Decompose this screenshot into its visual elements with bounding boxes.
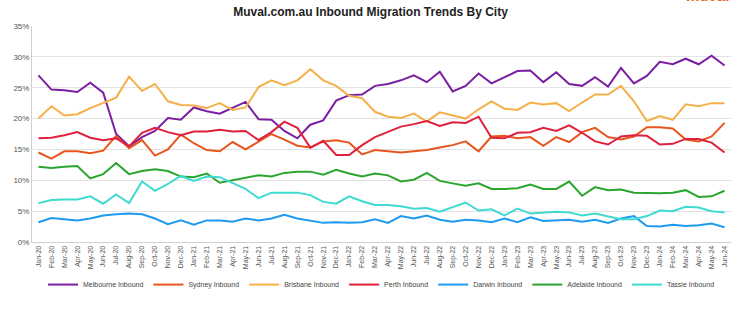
svg-text:Melbourne Inbound: Melbourne Inbound	[83, 281, 143, 288]
svg-text:muval: muval	[686, 0, 729, 4]
svg-text:Oct-22: Oct-22	[462, 246, 469, 267]
svg-text:Feb-22: Feb-22	[358, 246, 365, 268]
svg-text:Apr-21: Apr-21	[229, 246, 237, 267]
svg-text:Feb-21: Feb-21	[203, 246, 210, 268]
svg-text:May-20: May-20	[87, 246, 95, 269]
svg-text:Jun-21: Jun-21	[255, 246, 262, 268]
svg-text:Jun-24: Jun-24	[721, 246, 728, 268]
svg-text:Feb-20: Feb-20	[48, 246, 55, 268]
svg-text:Sep-22: Sep-22	[449, 246, 457, 269]
svg-text:Sep-21: Sep-21	[294, 246, 302, 269]
svg-text:Dec-23: Dec-23	[643, 246, 650, 269]
svg-text:May-23: May-23	[553, 246, 561, 269]
svg-text:May-21: May-21	[242, 246, 250, 269]
svg-text:Mar-20: Mar-20	[61, 246, 68, 268]
svg-text:Jun-22: Jun-22	[410, 246, 417, 268]
svg-text:Nov-21: Nov-21	[320, 246, 327, 269]
svg-text:Oct-21: Oct-21	[307, 246, 314, 267]
svg-text:Oct-20: Oct-20	[151, 246, 158, 267]
svg-text:Jan-22: Jan-22	[345, 246, 352, 268]
svg-text:Apr-20: Apr-20	[74, 246, 82, 267]
svg-text:Nov-20: Nov-20	[164, 246, 171, 269]
svg-text:Apr-22: Apr-22	[384, 246, 392, 267]
svg-text:25%: 25%	[13, 84, 29, 93]
svg-text:Jul-21: Jul-21	[268, 246, 275, 265]
svg-text:Apr-24: Apr-24	[695, 246, 703, 267]
svg-text:Jul-23: Jul-23	[578, 246, 585, 265]
svg-text:Dec-20: Dec-20	[177, 246, 184, 269]
svg-text:Sydney Inbound: Sydney Inbound	[188, 281, 239, 289]
svg-text:Perth Inbound: Perth Inbound	[384, 281, 428, 288]
svg-text:Tassie Inbound: Tassie Inbound	[667, 281, 714, 288]
svg-text:Aug-22: Aug-22	[436, 246, 444, 269]
svg-text:Jul-22: Jul-22	[423, 246, 430, 265]
svg-text:15%: 15%	[13, 145, 29, 154]
svg-text:Adelaide Inbound: Adelaide Inbound	[567, 281, 622, 288]
svg-text:10%: 10%	[13, 176, 29, 185]
svg-text:30%: 30%	[13, 53, 29, 62]
svg-text:Nov-22: Nov-22	[475, 246, 482, 269]
svg-text:Jun-23: Jun-23	[565, 246, 572, 268]
svg-text:Apr-23: Apr-23	[540, 246, 548, 267]
svg-text:Aug-23: Aug-23	[591, 246, 599, 269]
svg-text:Mar-21: Mar-21	[216, 246, 223, 268]
svg-text:Jan-24: Jan-24	[656, 246, 663, 268]
svg-text:Sep-20: Sep-20	[138, 246, 146, 269]
svg-text:Jun-20: Jun-20	[99, 246, 106, 268]
svg-text:Nov-23: Nov-23	[630, 246, 637, 269]
svg-text:35%: 35%	[13, 22, 29, 31]
svg-text:Aug-20: Aug-20	[125, 246, 133, 269]
svg-text:0%: 0%	[18, 238, 30, 247]
svg-text:Brisbane Inbound: Brisbane Inbound	[284, 281, 339, 288]
svg-text:Jul-20: Jul-20	[112, 246, 119, 265]
svg-text:Jan-20: Jan-20	[35, 246, 42, 268]
svg-text:Mar-24: Mar-24	[682, 246, 689, 268]
svg-text:Darwin Inbound: Darwin Inbound	[473, 281, 522, 288]
svg-text:Dec-21: Dec-21	[332, 246, 339, 269]
svg-text:Jan-21: Jan-21	[190, 246, 197, 268]
svg-text:May-22: May-22	[397, 246, 405, 269]
svg-text:Aug-21: Aug-21	[281, 246, 289, 269]
svg-text:Oct-23: Oct-23	[617, 246, 624, 267]
svg-text:May-24: May-24	[708, 246, 716, 269]
svg-text:20%: 20%	[13, 114, 29, 123]
svg-text:Mar-22: Mar-22	[371, 246, 378, 268]
svg-text:Feb-23: Feb-23	[514, 246, 521, 268]
svg-text:5%: 5%	[18, 207, 30, 216]
svg-text:Jan-23: Jan-23	[501, 246, 508, 268]
svg-text:Sep-23: Sep-23	[604, 246, 612, 269]
svg-text:Dec-22: Dec-22	[488, 246, 495, 269]
svg-text:Muval.com.au Inbound Migration: Muval.com.au Inbound Migration Trends By…	[233, 5, 508, 19]
svg-text:Mar-23: Mar-23	[527, 246, 534, 268]
svg-text:Feb-24: Feb-24	[669, 246, 676, 268]
